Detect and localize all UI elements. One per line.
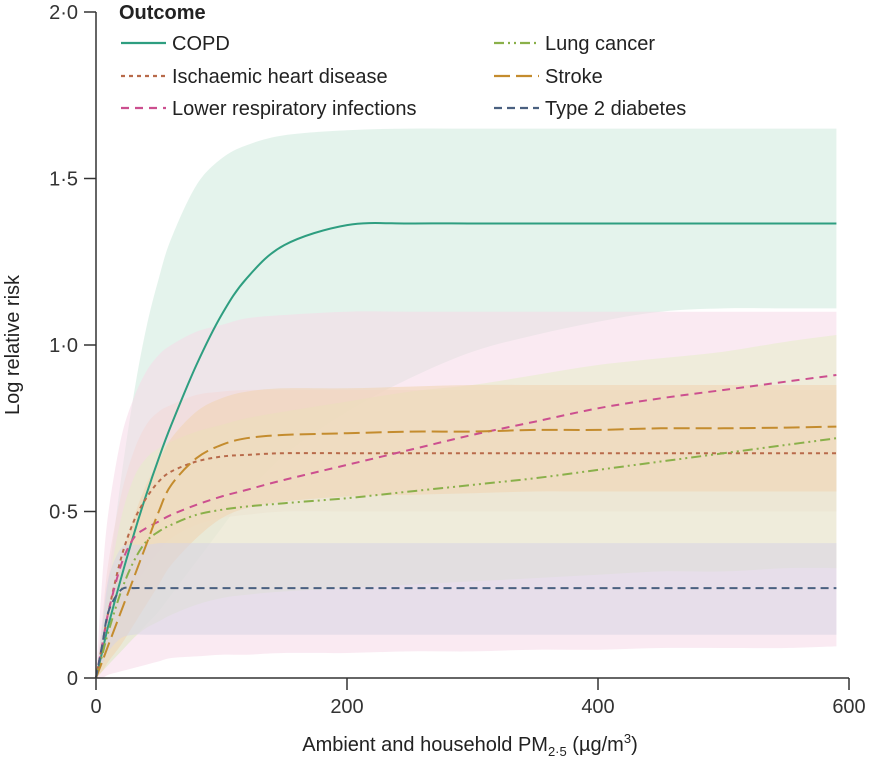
legend-label-type-2-diabetes: Type 2 diabetes	[545, 98, 686, 120]
y-tick-label: 2·0	[49, 2, 78, 24]
line-type-2-diabetes	[95, 586, 837, 679]
band-type-2-diabetes	[96, 543, 837, 678]
line-lung-cancer	[95, 437, 837, 679]
line-copd	[95, 222, 837, 679]
legend-label-stroke: Stroke	[545, 66, 603, 88]
x-axis-title-main: Ambient and household PM	[302, 734, 548, 756]
confidence-bands	[96, 128, 837, 679]
legend-label-copd: COPD	[172, 33, 230, 55]
line-lower-respiratory-infections	[95, 374, 837, 679]
band-copd	[96, 128, 837, 678]
band-stroke	[96, 384, 837, 678]
y-tick-label: 1·5	[49, 169, 78, 191]
x-axis-title-unit: (µg/m	[567, 734, 624, 756]
x-tick-label: 600	[832, 696, 865, 718]
legend-label-lung-cancer: Lung cancer	[545, 33, 655, 55]
series-lines	[95, 222, 837, 679]
legend-label-ischaemic-heart-disease: Ischaemic heart disease	[172, 66, 388, 88]
y-tick-label: 0·5	[49, 502, 78, 524]
legend-label-lower-respiratory-infections: Lower respiratory infections	[172, 98, 417, 120]
x-tick-label: 400	[581, 696, 614, 718]
x-ticks: 0 200 400 600	[90, 678, 866, 718]
y-tick-label: 1·0	[49, 335, 78, 357]
x-axis-title-subscript: 2·5	[548, 744, 567, 759]
line-stroke	[95, 425, 837, 679]
legend-title: Outcome	[119, 2, 206, 24]
line-ischaemic-heart-disease	[95, 452, 837, 679]
x-tick-label: 200	[330, 696, 363, 718]
legend-items: COPD Ischaemic heart disease Lower respira…	[121, 33, 686, 120]
x-tick-label: 0	[90, 696, 101, 718]
x-axis-title-superscript: 3	[624, 731, 631, 746]
legend: Outcome COPD Ischaemic heart disease Lower…	[119, 2, 686, 120]
y-ticks: 0 0·5 1·0 1·5 2·0	[49, 2, 96, 690]
y-tick-label: 0	[67, 668, 78, 690]
x-axis-title-close: )	[631, 734, 638, 756]
y-axis-title: Log relative risk	[2, 274, 24, 415]
x-axis-title: Ambient and household PM2·5 (µg/m3)	[302, 731, 638, 759]
